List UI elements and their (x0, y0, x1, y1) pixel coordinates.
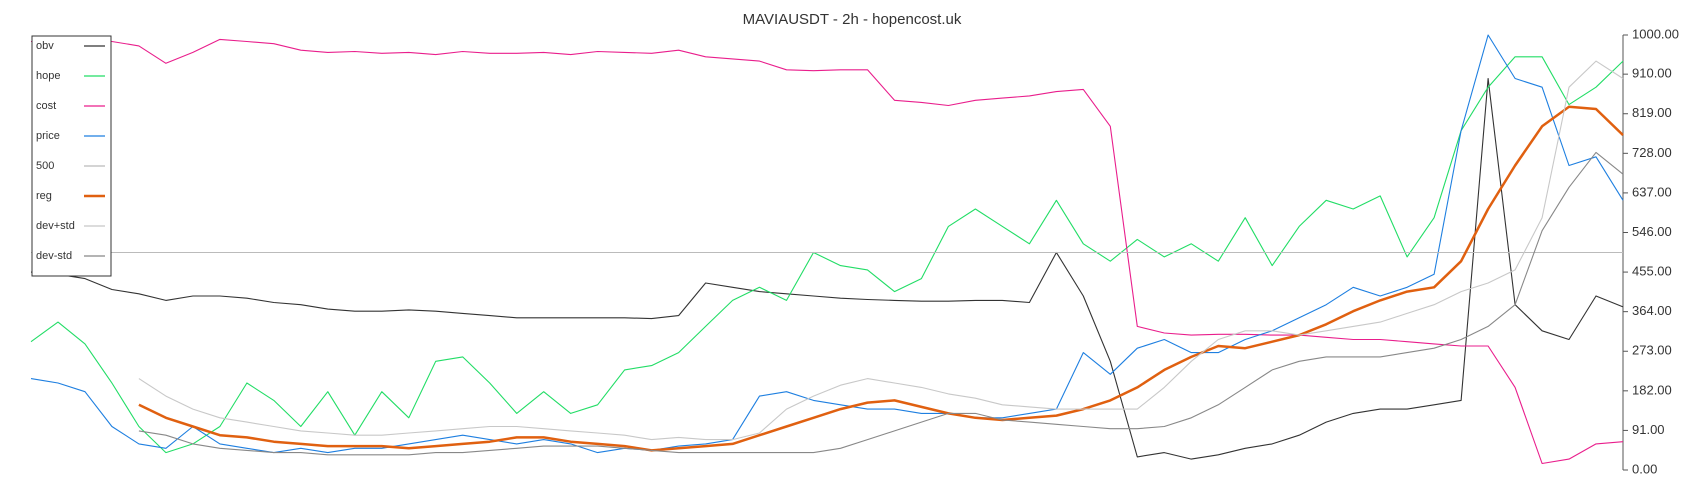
y-tick-label: 728.00 (1632, 145, 1672, 160)
legend: obv hope cost price 500 reg dev+std dev-std (31, 35, 112, 277)
legend-label: reg (36, 190, 52, 202)
legend-label: price (36, 130, 60, 142)
y-tick-label: 182.00 (1632, 382, 1672, 397)
series-line (30, 77, 1624, 460)
y-tick-label: 819.00 (1632, 105, 1672, 120)
y-tick-label: 546.00 (1632, 224, 1672, 239)
series-line (138, 60, 1624, 441)
legend-label: hope (36, 70, 60, 82)
series-line (31, 38, 1624, 465)
legend-label: cost (36, 100, 56, 112)
y-tick-label: 0.00 (1632, 461, 1657, 476)
legend-label: dev+std (36, 220, 75, 232)
series-line (30, 56, 1624, 454)
legend-label: dev-std (36, 250, 72, 262)
y-tick-label: 1000.00 (1632, 26, 1679, 41)
series-line (30, 34, 1624, 454)
y-tick-label: 91.00 (1632, 422, 1665, 437)
series-line (138, 151, 1624, 456)
y-tick-label: 455.00 (1632, 264, 1672, 279)
chart-title: MAVIAUSDT - 2h - hopencost.uk (743, 11, 962, 28)
legend-label: 500 (36, 160, 54, 172)
legend-label: obv (36, 40, 54, 52)
y-tick-label: 637.00 (1632, 184, 1672, 199)
y-tick-label: 273.00 (1632, 343, 1672, 358)
series-line (138, 105, 1624, 452)
y-tick-label: 910.00 (1632, 66, 1672, 81)
y-tick-label: 364.00 (1632, 303, 1672, 318)
